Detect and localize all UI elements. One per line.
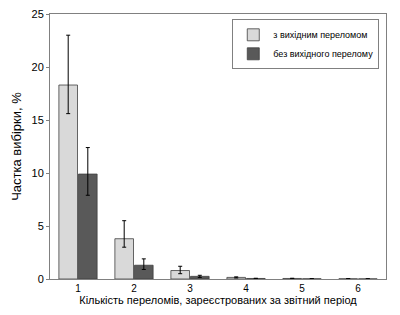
svg-text:5: 5 bbox=[299, 283, 305, 294]
svg-text:Частка вибірки, %: Частка вибірки, % bbox=[9, 92, 24, 201]
svg-text:15: 15 bbox=[32, 114, 44, 126]
svg-text:20: 20 bbox=[32, 61, 44, 73]
svg-text:25: 25 bbox=[32, 8, 44, 20]
svg-text:10: 10 bbox=[32, 167, 44, 179]
svg-text:5: 5 bbox=[38, 220, 44, 232]
svg-text:без вихідного перелому: без вихідного перелому bbox=[273, 49, 373, 59]
svg-text:6: 6 bbox=[355, 283, 361, 294]
svg-text:4: 4 bbox=[243, 283, 249, 294]
svg-text:1: 1 bbox=[75, 283, 81, 294]
svg-text:0: 0 bbox=[38, 273, 44, 285]
svg-text:з вихідним переломом: з вихідним переломом bbox=[273, 30, 367, 40]
svg-text:3: 3 bbox=[187, 283, 193, 294]
svg-text:Кількість переломів, зареєстро: Кількість переломів, зареєстрованих за з… bbox=[79, 294, 357, 306]
svg-text:2: 2 bbox=[131, 283, 137, 294]
